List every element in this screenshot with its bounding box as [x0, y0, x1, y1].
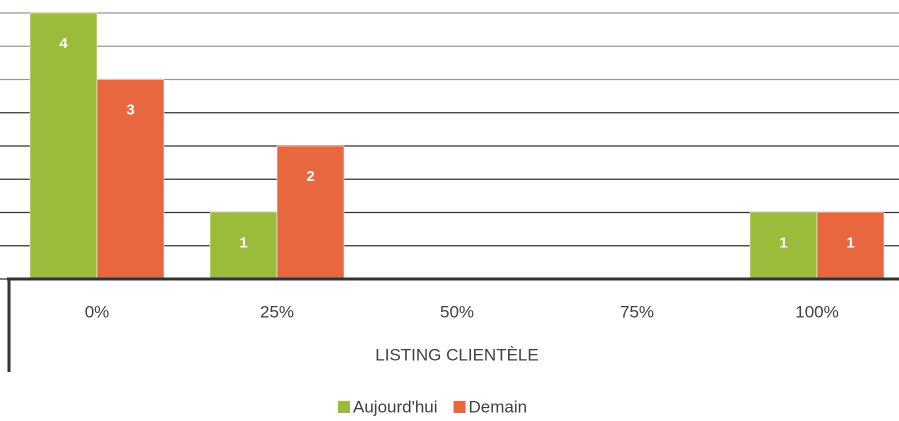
- bar: [96, 79, 165, 280]
- data-label: 4: [59, 35, 68, 52]
- data-label: 1: [239, 234, 247, 251]
- data-label: 1: [846, 234, 854, 251]
- x-tick-label: 50%: [440, 302, 474, 321]
- x-tick-label: 25%: [260, 302, 294, 321]
- x-tick-label: 75%: [620, 302, 654, 321]
- data-label: 2: [306, 168, 314, 185]
- data-label: 3: [126, 101, 134, 118]
- x-tick-label: 0%: [85, 302, 110, 321]
- x-axis-title: LISTING CLIENTÈLE: [375, 345, 538, 364]
- data-label: 1: [779, 234, 787, 251]
- legend-swatch: [338, 401, 350, 413]
- legend-label: Demain: [469, 397, 528, 416]
- legend-label: Aujourd'hui: [353, 397, 438, 416]
- x-tick-label: 100%: [795, 302, 838, 321]
- bar: [29, 12, 98, 280]
- legend-swatch: [453, 401, 466, 413]
- bar: [276, 145, 345, 280]
